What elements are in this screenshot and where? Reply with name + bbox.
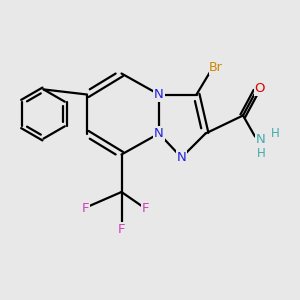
Text: N: N bbox=[154, 88, 164, 101]
Text: Br: Br bbox=[209, 61, 223, 74]
Text: N: N bbox=[177, 151, 186, 164]
Text: N: N bbox=[154, 127, 164, 140]
Text: F: F bbox=[142, 202, 149, 215]
Text: H: H bbox=[271, 127, 280, 140]
Text: H: H bbox=[256, 147, 266, 161]
Text: N: N bbox=[256, 133, 266, 146]
Text: F: F bbox=[118, 223, 125, 236]
Text: O: O bbox=[254, 82, 265, 95]
Text: F: F bbox=[82, 202, 89, 215]
